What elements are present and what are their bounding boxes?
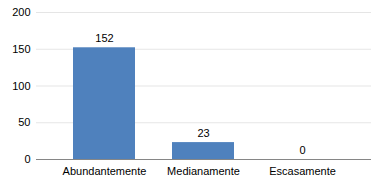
svg-text:0: 0 bbox=[299, 144, 305, 156]
svg-text:23: 23 bbox=[197, 127, 209, 139]
svg-text:Escasamente: Escasamente bbox=[269, 165, 336, 177]
svg-text:200: 200 bbox=[12, 6, 30, 18]
svg-text:Abundantemente: Abundantemente bbox=[63, 165, 147, 177]
svg-text:Medianamente: Medianamente bbox=[167, 165, 240, 177]
svg-text:100: 100 bbox=[12, 80, 30, 92]
svg-text:150: 150 bbox=[12, 43, 30, 55]
svg-text:152: 152 bbox=[95, 32, 113, 44]
svg-text:50: 50 bbox=[18, 116, 30, 128]
svg-text:0: 0 bbox=[24, 153, 30, 165]
